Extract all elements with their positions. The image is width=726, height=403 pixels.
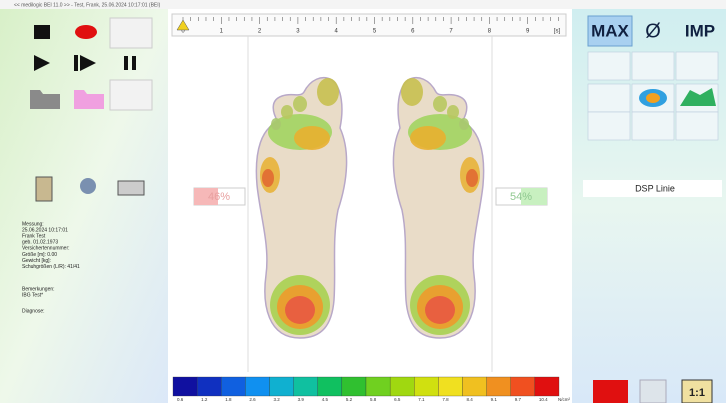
- color-swatch: [462, 376, 487, 397]
- color-label: 0.6: [177, 397, 184, 402]
- stop-button[interactable]: [34, 25, 50, 39]
- patient-info: Schuhgrößen (L/R): 41/41: [22, 264, 80, 270]
- ruler-unit: [s]: [554, 29, 561, 35]
- color-swatch: [269, 376, 294, 397]
- color-swatch: [245, 376, 270, 397]
- patient-info: Versichertennummer:: [22, 246, 70, 252]
- color-swatch: [317, 376, 343, 397]
- imp-button[interactable]: IMP: [685, 21, 715, 40]
- color-label: 7.1: [418, 397, 425, 402]
- view-button[interactable]: [675, 111, 719, 141]
- color-swatch: [365, 376, 391, 397]
- color-swatch: [341, 376, 367, 397]
- color-label: 10.4: [539, 397, 548, 402]
- archive-button[interactable]: [35, 176, 53, 202]
- feet-button[interactable]: [109, 17, 153, 49]
- max-label: MAX: [591, 21, 629, 40]
- balance-left: 46%: [208, 191, 230, 203]
- color-swatch: [534, 376, 560, 397]
- color-label: 3.9: [298, 397, 305, 402]
- color-swatch: [438, 376, 463, 397]
- color-label: 5.8: [370, 397, 377, 402]
- playhead: [176, 19, 190, 31]
- view-area: [168, 9, 572, 403]
- ruler-label: 8: [488, 29, 492, 35]
- balance-fill: [521, 188, 547, 205]
- color-swatch: [486, 376, 511, 397]
- ratio-button[interactable]: [681, 379, 713, 403]
- ruler-label: 4: [335, 29, 339, 35]
- ruler-label: 1: [220, 29, 224, 35]
- surface-icon: [680, 88, 716, 106]
- ruler-label: 3: [296, 29, 300, 35]
- max-button[interactable]: [587, 15, 633, 47]
- color-swatch: [389, 376, 415, 397]
- color-unit: N/cm²: [558, 397, 570, 402]
- ruler-label: 0: [181, 29, 185, 35]
- diagnosis-label: Diagnose:: [22, 308, 45, 314]
- patient-info: 25.06.2024 10:17:01: [22, 227, 68, 233]
- view-button[interactable]: [675, 51, 719, 81]
- patient-info: Messung:: [22, 221, 44, 227]
- mean-button[interactable]: Ø: [645, 20, 661, 42]
- color-swatch: [510, 376, 536, 397]
- color-label: 7.8: [442, 397, 449, 402]
- title-bar: [0, 0, 726, 9]
- heatmap-icon: [646, 93, 660, 103]
- view-button[interactable]: [631, 111, 675, 141]
- color-label: 6.5: [394, 397, 401, 402]
- step-button[interactable]: [74, 55, 96, 71]
- settings-button[interactable]: [639, 379, 667, 403]
- open-button[interactable]: [30, 90, 60, 109]
- balance-fill: [194, 188, 218, 205]
- ruler-label: 7: [449, 29, 453, 35]
- patient-info: geb. 01.02.1973: [22, 240, 58, 246]
- color-label: 5.2: [346, 397, 353, 402]
- window-title: << medilogic BEI 11.0 >> - Test, Frank, …: [14, 2, 161, 8]
- view-button[interactable]: [587, 83, 631, 113]
- ratio-label: 1:1: [689, 387, 705, 399]
- patients-button[interactable]: [80, 178, 96, 194]
- ruler-label: 2: [258, 29, 262, 35]
- mode-box[interactable]: [583, 180, 722, 197]
- color-label: 1.8: [225, 397, 232, 402]
- color-swatch: [221, 376, 246, 397]
- toolbar-icons: [30, 17, 153, 202]
- record-indicator: [593, 380, 628, 403]
- remarks: IBG Test*: [22, 292, 43, 298]
- color-label: 2.6: [249, 397, 256, 402]
- color-label: 9.1: [491, 397, 498, 402]
- ruler-label: 5: [373, 29, 377, 35]
- record-button[interactable]: [75, 25, 97, 39]
- view-button[interactable]: [587, 51, 631, 81]
- color-swatch: [172, 376, 198, 397]
- view-button[interactable]: [587, 111, 631, 141]
- color-label: 1.2: [201, 397, 208, 402]
- pause-button[interactable]: [124, 56, 136, 70]
- ruler-label: 6: [411, 29, 415, 35]
- ruler-label: 9: [526, 29, 530, 35]
- patient-info: Gewicht [kg]:: [22, 258, 51, 264]
- patient-info: Größe [m]: 0.00: [22, 252, 57, 258]
- print-button[interactable]: [117, 180, 145, 196]
- mode-label: DSP Linie: [635, 183, 675, 193]
- balance-right: 54%: [510, 191, 532, 203]
- play-button[interactable]: [34, 55, 50, 71]
- color-swatch: [414, 376, 439, 397]
- color-label: 8.4: [467, 397, 474, 402]
- remarks-label: Bemerkungen:: [22, 286, 55, 292]
- color-swatch: [196, 376, 222, 397]
- color-label: 9.7: [515, 397, 522, 402]
- save-button[interactable]: [109, 79, 153, 111]
- open-folder-button[interactable]: [74, 90, 104, 109]
- color-label: 3.2: [274, 397, 281, 402]
- left-panel: [0, 9, 168, 403]
- color-label: 4.5: [322, 397, 329, 402]
- patient-info: Frank Test: [22, 234, 46, 240]
- color-swatch: [293, 376, 318, 397]
- timeline[interactable]: [171, 13, 567, 37]
- view-button[interactable]: [631, 51, 675, 81]
